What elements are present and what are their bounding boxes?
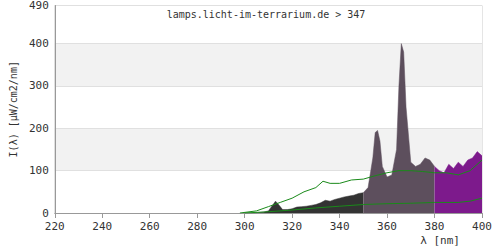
svg-text:380: 380 — [425, 220, 445, 233]
svg-text:300: 300 — [29, 79, 49, 92]
svg-text:220: 220 — [45, 220, 65, 233]
svg-text:490: 490 — [29, 0, 49, 12]
svg-text:400: 400 — [472, 220, 492, 233]
svg-text:240: 240 — [92, 220, 112, 233]
svg-text:0: 0 — [42, 207, 49, 220]
svg-text:200: 200 — [29, 122, 49, 135]
svg-text:360: 360 — [377, 220, 397, 233]
svg-text:I(λ) [µW/cm2/nm]: I(λ) [µW/cm2/nm] — [8, 61, 19, 157]
svg-text:340: 340 — [330, 220, 350, 233]
svg-text:260: 260 — [140, 220, 160, 233]
svg-text:400: 400 — [29, 37, 49, 50]
svg-text:lamps.licht-im-terrarium.de >: lamps.licht-im-terrarium.de > 347 — [167, 9, 366, 20]
svg-text:300: 300 — [235, 220, 255, 233]
svg-text:280: 280 — [187, 220, 207, 233]
svg-text:100: 100 — [29, 164, 49, 177]
svg-text:λ [nm]: λ [nm] — [420, 234, 460, 247]
svg-text:320: 320 — [282, 220, 302, 233]
